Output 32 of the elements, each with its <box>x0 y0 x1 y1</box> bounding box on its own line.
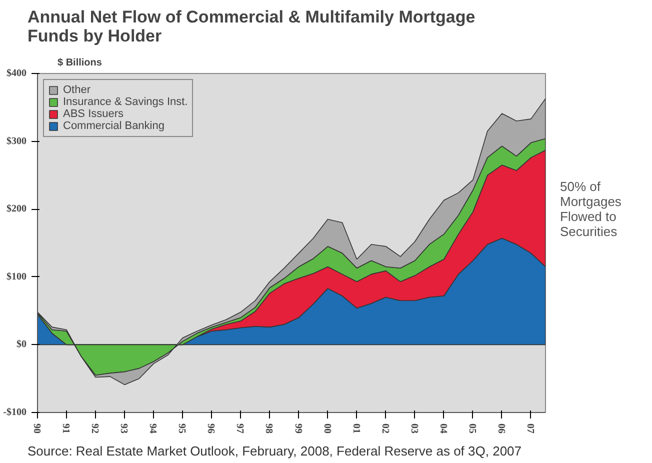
legend-label: Commercial Banking <box>63 120 164 132</box>
x-tick-label: 95 <box>176 424 188 434</box>
y-tick-label: $0 <box>16 339 26 350</box>
y-axis-title: $ Billions <box>58 58 102 68</box>
x-tick-label: 98 <box>263 424 274 434</box>
source-note: Source: Real Estate Market Outlook, February, 2008, Federal Reserve as of 3Q, 2007 <box>28 444 522 458</box>
text: 50% of Mortgages Flowed to Securities <box>560 179 622 240</box>
x-tick-label: 92 <box>89 424 100 434</box>
x-tick-label: 02 <box>379 424 390 434</box>
x-tick-label: 93 <box>118 424 130 434</box>
y-tick-label: $100 <box>6 271 26 282</box>
x-tick-label: 00 <box>321 424 332 434</box>
chart-title: Annual Net Flow of Commercial & Multifamily Mortgage Funds by Holder <box>28 8 476 46</box>
x-tick-label: 99 <box>292 424 304 434</box>
x-tick-label: 03 <box>408 424 420 434</box>
x-tick-label: 90 <box>31 424 42 434</box>
y-tick-label: $300 <box>6 136 26 147</box>
legend-label: Other <box>63 84 91 96</box>
x-tick-label: 91 <box>60 424 72 434</box>
x-tick-label: 05 <box>466 424 478 434</box>
legend-label: Insurance & Savings Inst. <box>63 96 188 108</box>
x-tick-label: 94 <box>147 424 158 434</box>
x-tick-label: 96 <box>205 424 216 434</box>
y-tick-label: -$100 <box>3 407 27 418</box>
y-tick-label: $200 <box>6 204 26 215</box>
x-tick-label: 04 <box>437 424 448 434</box>
x-tick-label: 06 <box>495 424 506 434</box>
x-tick-label: 07 <box>524 424 536 434</box>
x-tick-label: 97 <box>234 424 246 434</box>
x-tick-label: 01 <box>350 424 362 434</box>
y-tick-label: $400 <box>6 68 26 79</box>
legend-label: ABS Issuers <box>63 108 124 120</box>
